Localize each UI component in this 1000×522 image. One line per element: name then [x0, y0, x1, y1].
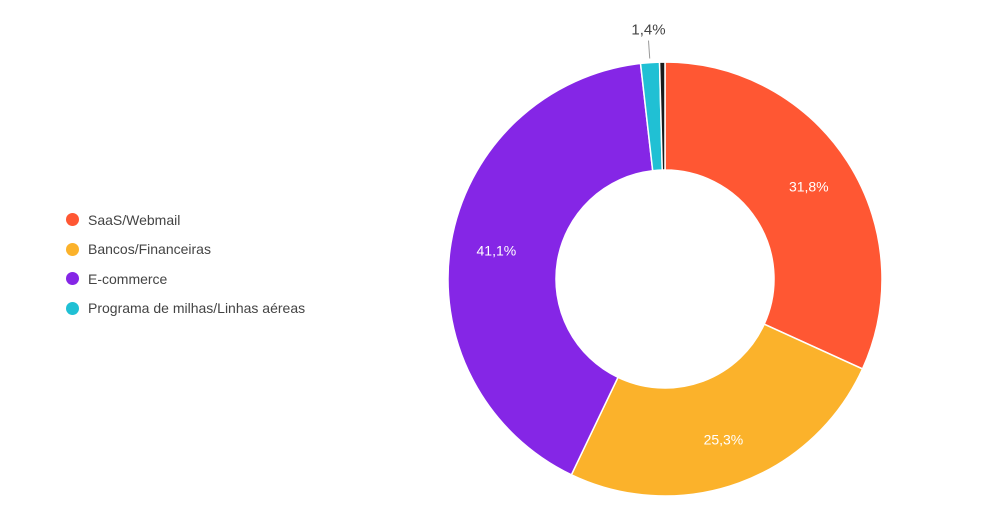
- chart-legend: SaaS/Webmail Bancos/Financeiras E-commer…: [66, 205, 305, 323]
- slice-value-label: 1,4%: [631, 22, 665, 39]
- legend-marker: [66, 242, 79, 256]
- slice-value-label: 41,1%: [477, 243, 517, 259]
- legend-item-bancos-financeiras[interactable]: Bancos/Financeiras: [66, 235, 305, 265]
- slice-label-leader-line: [647, 40, 651, 59]
- slice-other[interactable]: [658, 61, 666, 171]
- slice-bancos-financeiras[interactable]: [570, 323, 864, 497]
- legend-item-saas-webmail[interactable]: SaaS/Webmail: [66, 205, 305, 235]
- slice-value-label: 25,3%: [704, 432, 744, 448]
- slice-value-label: 31,8%: [789, 178, 829, 194]
- legend-marker: [66, 301, 79, 315]
- legend-item-e-commerce[interactable]: E-commerce: [66, 264, 305, 294]
- slice-e-commerce[interactable]: [447, 62, 654, 476]
- legend-marker: [66, 272, 79, 286]
- legend-label: E-commerce: [88, 270, 168, 287]
- legend-item-programa-de-milhas[interactable]: Programa de milhas/Linhas aéreas: [66, 294, 305, 324]
- legend-label: Programa de milhas/Linhas aéreas: [88, 300, 306, 317]
- legend-marker: [66, 213, 79, 227]
- legend-label: SaaS/Webmail: [88, 211, 181, 228]
- slice-saas-webmail[interactable]: [664, 61, 883, 370]
- legend-label: Bancos/Financeiras: [88, 241, 211, 258]
